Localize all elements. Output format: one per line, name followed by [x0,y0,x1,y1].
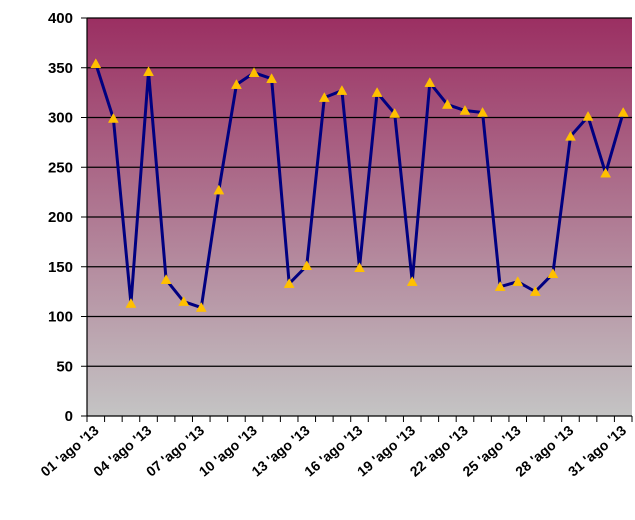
data-point-marker [248,67,260,77]
data-point-marker [600,167,612,178]
y-tick-label: 50 [56,358,73,375]
data-point-marker [266,73,278,83]
data-point-marker [160,274,172,284]
data-point-marker [354,262,365,272]
y-tick-label: 0 [65,408,73,425]
data-point-marker [90,58,102,69]
data-point-marker [512,276,524,286]
data-point-marker [547,268,559,278]
data-point-marker [195,302,207,312]
x-tick-label: 31 'ago '13 [565,422,629,480]
y-tick-label: 250 [48,159,73,176]
data-point-marker [406,276,418,286]
data-point-marker [178,296,190,306]
data-point-marker [529,286,541,296]
y-tick-label: 400 [48,10,73,27]
data-point-marker [441,99,453,109]
series-markers [90,58,629,312]
data-point-marker [582,110,594,121]
data-point-marker [283,278,295,288]
data-point-marker [301,260,313,270]
data-point-marker [477,107,488,117]
data-point-marker [336,85,348,95]
data-point-marker [213,184,225,195]
data-point-marker [143,66,154,76]
data-point-marker [231,79,242,89]
y-tick-label: 150 [48,259,73,276]
y-axis-ticks: 0 50 100 150 200 250 300 350 400 [48,10,87,425]
y-tick-label: 300 [48,110,73,127]
y-tick-label: 200 [48,209,73,226]
y-tick-label: 350 [48,60,73,77]
data-point-marker [371,87,383,97]
data-point-marker [107,112,119,123]
data-point-marker [494,281,506,291]
data-point-marker [125,298,137,308]
data-point-marker [459,105,471,115]
data-point-marker [565,130,576,141]
data-point-marker [389,108,401,118]
y-tick-label: 100 [48,309,73,326]
data-point-marker [424,77,436,87]
data-point-marker [617,107,629,117]
data-point-marker [318,92,330,102]
